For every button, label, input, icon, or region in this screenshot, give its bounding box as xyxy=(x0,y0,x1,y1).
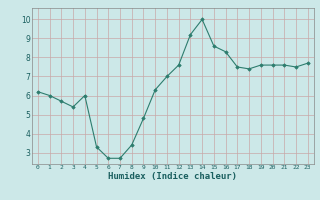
X-axis label: Humidex (Indice chaleur): Humidex (Indice chaleur) xyxy=(108,172,237,181)
